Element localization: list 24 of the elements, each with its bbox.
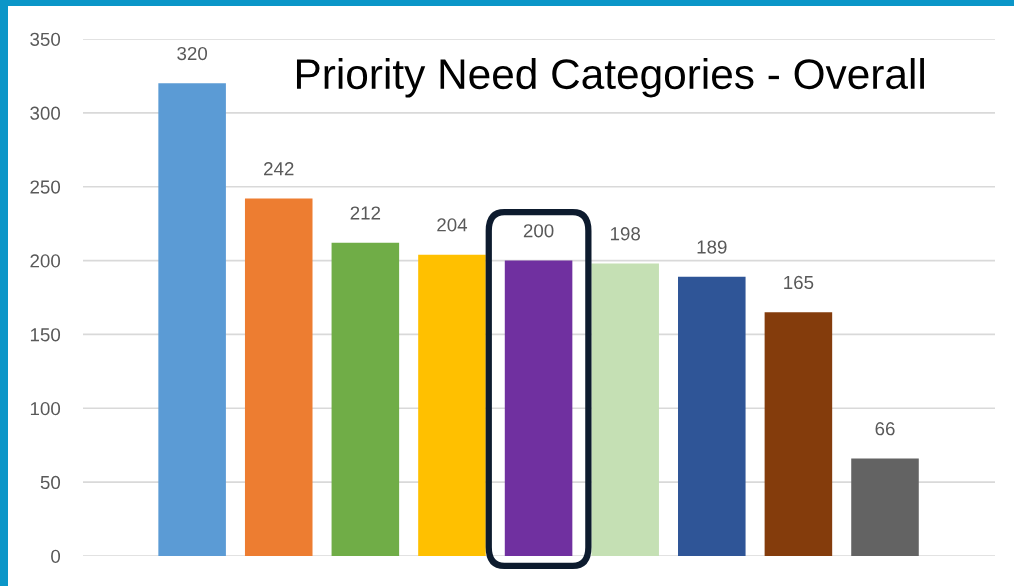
y-tick-label: 50 bbox=[40, 475, 61, 490]
data-label: 66 bbox=[875, 422, 895, 436]
data-label: 242 bbox=[264, 162, 294, 176]
data-label: 198 bbox=[610, 227, 640, 241]
data-label: 204 bbox=[437, 218, 468, 232]
bar bbox=[158, 83, 226, 556]
chart-title: Priority Need Categories - Overall bbox=[296, 58, 924, 98]
y-tick-label: 100 bbox=[30, 401, 61, 416]
y-tick-label: 0 bbox=[51, 549, 61, 563]
data-label: 212 bbox=[350, 206, 381, 220]
data-label: 200 bbox=[523, 224, 554, 238]
bar bbox=[851, 458, 919, 556]
y-tick-label: 150 bbox=[30, 328, 61, 342]
y-tick-label: 250 bbox=[30, 180, 61, 194]
data-label: 320 bbox=[177, 46, 208, 61]
bar bbox=[678, 276, 746, 556]
bar bbox=[244, 198, 313, 556]
y-tick-label: 300 bbox=[30, 106, 61, 120]
y-tick-label: 200 bbox=[30, 254, 61, 268]
bar bbox=[764, 312, 833, 556]
data-label: 189 bbox=[697, 240, 727, 254]
data-label: 165 bbox=[784, 275, 814, 290]
bar bbox=[331, 242, 400, 556]
y-tick-label: 350 bbox=[30, 32, 61, 46]
